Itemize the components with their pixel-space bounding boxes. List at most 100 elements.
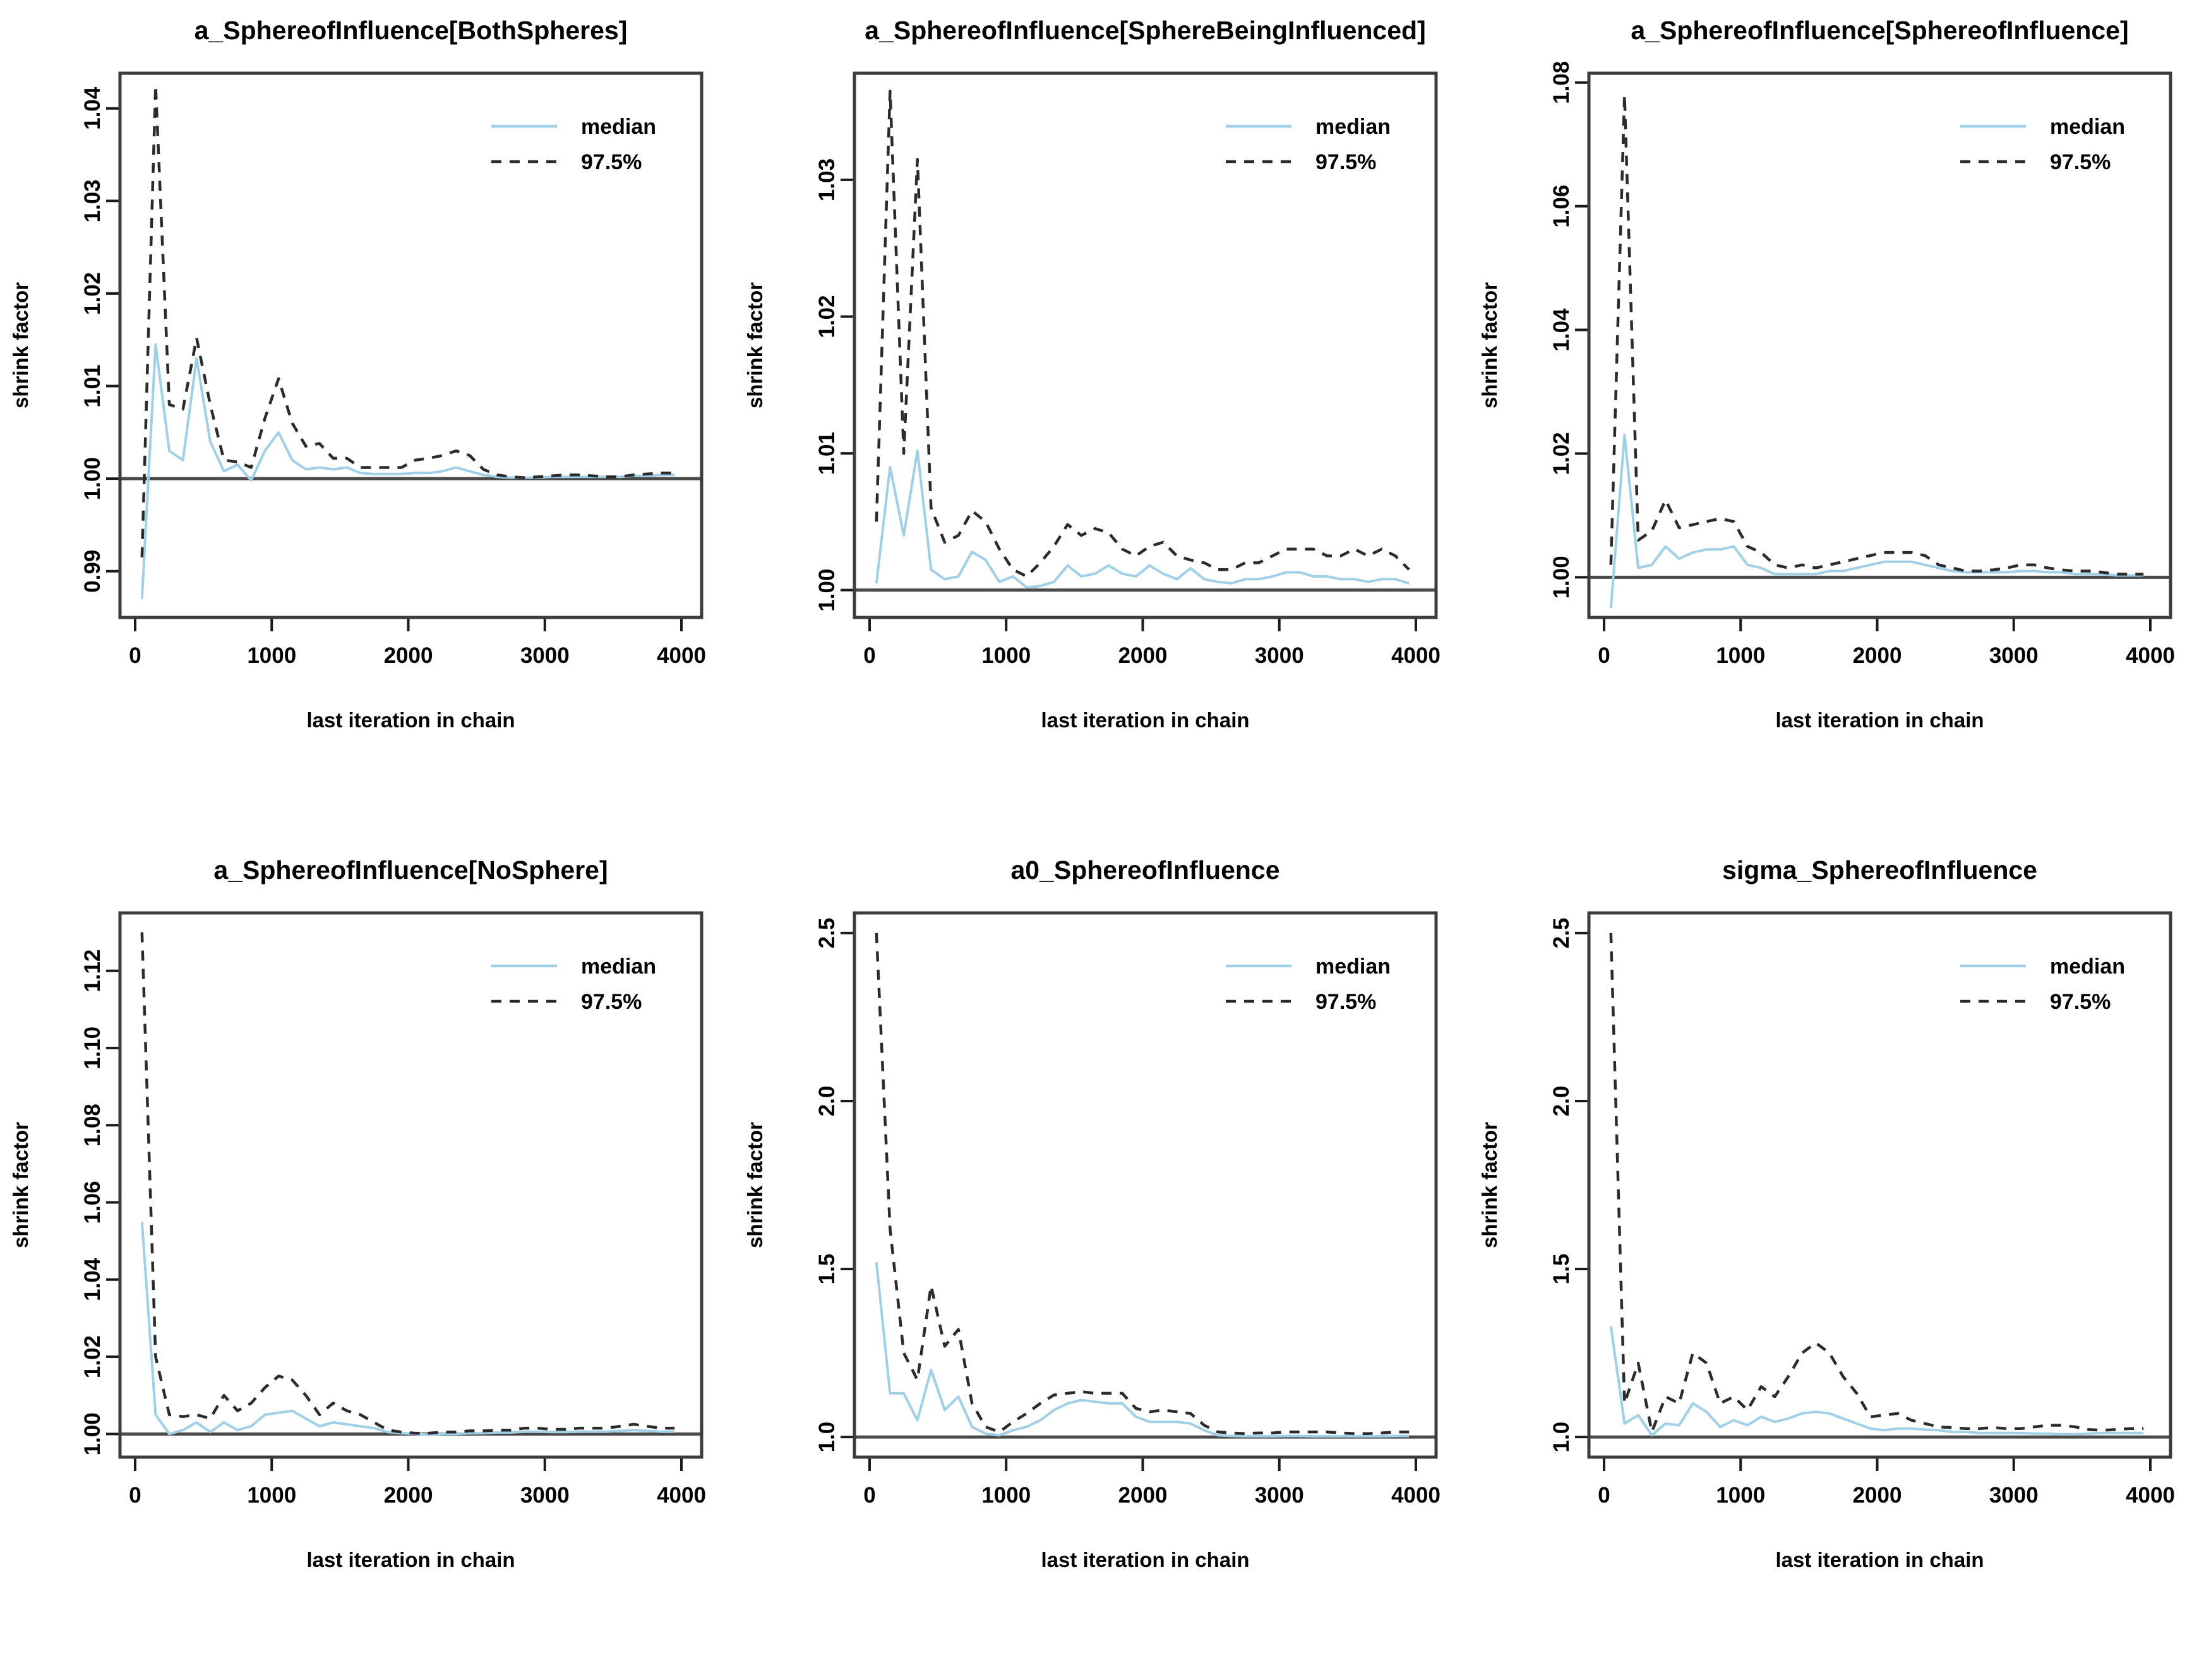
legend-median-label: median xyxy=(1315,955,1391,979)
chart-panel-1: a_SphereofInfluence[SphereBeingInfluence… xyxy=(734,0,1469,840)
panel-title: a_SphereofInfluence[SphereBeingInfluence… xyxy=(865,16,1426,45)
x-axis-label: last iteration in chain xyxy=(306,1548,515,1571)
y-tick-label: 1.10 xyxy=(80,1027,105,1069)
x-tick-label: 4000 xyxy=(1391,643,1440,668)
median-line xyxy=(1609,1326,2144,1437)
y-tick-label: 1.0 xyxy=(1549,1422,1574,1453)
x-tick-label: 4000 xyxy=(2126,643,2175,668)
y-tick-label: 1.0 xyxy=(815,1422,839,1453)
chart-panel-3: a_SphereofInfluence[NoSphere]shrink fact… xyxy=(0,840,734,1679)
x-tick-label: 2000 xyxy=(1118,1483,1168,1508)
x-tick-label: 2000 xyxy=(1853,1483,1902,1508)
y-axis-label: shrink factor xyxy=(743,1122,767,1248)
median-line xyxy=(875,1262,1410,1438)
y-tick-label: 2.5 xyxy=(1549,918,1574,949)
y-tick-label: 1.04 xyxy=(80,86,105,130)
x-tick-label: 3000 xyxy=(520,1483,570,1508)
panel-title: a_SphereofInfluence[SphereofInfluence] xyxy=(1631,16,2128,45)
x-tick-label: 0 xyxy=(1598,1483,1610,1508)
q975-line xyxy=(875,89,1410,578)
x-tick-label: 3000 xyxy=(1989,1483,2039,1508)
legend-median-label: median xyxy=(581,955,656,979)
y-tick-label: 1.04 xyxy=(1549,308,1574,352)
panel-title: sigma_SphereofInfluence xyxy=(1722,855,2037,885)
x-tick-label: 1000 xyxy=(247,1483,296,1508)
y-tick-label: 2.5 xyxy=(815,918,839,949)
x-axis-label: last iteration in chain xyxy=(1041,1548,1249,1571)
x-tick-label: 0 xyxy=(863,1483,875,1508)
legend-median-label: median xyxy=(581,115,656,139)
legend-median-label: median xyxy=(2050,955,2125,979)
panel-title: a_SphereofInfluence[NoSphere] xyxy=(213,855,608,885)
x-tick-label: 2000 xyxy=(1853,643,1902,668)
x-tick-label: 1000 xyxy=(1716,643,1765,668)
legend: median 97.5% xyxy=(1226,115,1391,174)
plot-frame xyxy=(853,911,1438,1459)
panel-title: a_SphereofInfluence[BothSpheres] xyxy=(195,16,628,45)
chart-svg-3: a_SphereofInfluence[NoSphere]shrink fact… xyxy=(9,855,706,1571)
legend: median 97.5% xyxy=(1960,115,2125,174)
x-tick-label: 1000 xyxy=(247,643,296,668)
y-tick-label: 1.02 xyxy=(1549,432,1574,475)
y-axis-label: shrink factor xyxy=(743,282,767,408)
y-tick-label: 1.08 xyxy=(80,1104,105,1147)
chart-svg-2: a_SphereofInfluence[SphereofInfluence]sh… xyxy=(1478,16,2175,732)
x-axis-label: last iteration in chain xyxy=(1041,708,1249,732)
legend: median 97.5% xyxy=(491,955,656,1014)
legend-median-label: median xyxy=(2050,115,2125,139)
plot-frame xyxy=(1587,71,2172,619)
q975-line xyxy=(1609,932,2144,1434)
y-tick-label: 1.02 xyxy=(80,272,105,315)
chart-panel-4: a0_SphereofInfluence shrink factor last it… xyxy=(734,840,1469,1679)
y-tick-label: 2.0 xyxy=(815,1086,839,1117)
y-tick-label: 1.00 xyxy=(815,569,839,612)
y-tick-label: 1.5 xyxy=(1549,1254,1574,1285)
y-tick-label: 1.00 xyxy=(80,1412,105,1455)
q975-line xyxy=(140,83,675,557)
y-tick-label: 1.5 xyxy=(815,1254,839,1285)
x-tick-label: 1000 xyxy=(981,1483,1031,1508)
chart-panel-2: a_SphereofInfluence[SphereofInfluence] sh… xyxy=(1469,0,2203,840)
x-tick-label: 3000 xyxy=(520,643,570,668)
x-tick-label: 2000 xyxy=(384,643,433,668)
x-tick-label: 4000 xyxy=(657,643,706,668)
y-tick-label: 1.03 xyxy=(815,158,839,201)
x-tick-label: 1000 xyxy=(1716,1483,1765,1508)
x-tick-label: 3000 xyxy=(1255,643,1304,668)
x-axis-label: last iteration in chain xyxy=(1775,708,1984,732)
y-tick-label: 1.06 xyxy=(80,1181,105,1224)
y-tick-label: 2.0 xyxy=(1549,1086,1574,1117)
median-line xyxy=(875,449,1410,589)
plot-frame xyxy=(118,71,704,619)
legend-q975-label: 97.5% xyxy=(1315,150,1376,174)
y-axis-label: shrink factor xyxy=(9,282,32,408)
x-tick-label: 0 xyxy=(129,643,141,668)
chart-svg-1: a_SphereofInfluence[SphereBeingInfluence… xyxy=(743,16,1440,732)
y-tick-label: 1.02 xyxy=(80,1335,105,1378)
x-tick-label: 0 xyxy=(129,1483,141,1508)
x-tick-label: 4000 xyxy=(1391,1483,1440,1508)
x-tick-label: 3000 xyxy=(1989,643,2039,668)
x-tick-label: 4000 xyxy=(2126,1483,2175,1508)
y-tick-label: 1.00 xyxy=(1549,556,1574,599)
legend-q975-label: 97.5% xyxy=(581,150,642,174)
y-axis-label: shrink factor xyxy=(9,1122,32,1248)
y-tick-label: 1.02 xyxy=(815,295,839,338)
x-tick-label: 1000 xyxy=(981,643,1031,668)
legend-median-label: median xyxy=(1315,115,1391,139)
chart-panel-0: a_SphereofInfluence[BothSpheres]shrink f… xyxy=(0,0,734,840)
y-axis-label: shrink factor xyxy=(1478,1122,1501,1248)
y-tick-label: 0.99 xyxy=(80,550,105,593)
x-axis-label: last iteration in chain xyxy=(1775,1548,1984,1571)
median-line xyxy=(140,343,675,599)
y-tick-label: 1.01 xyxy=(80,364,105,407)
x-tick-label: 2000 xyxy=(1118,643,1168,668)
x-tick-label: 3000 xyxy=(1255,1483,1304,1508)
q975-line xyxy=(875,932,1410,1436)
x-tick-label: 0 xyxy=(1598,643,1610,668)
legend-q975-label: 97.5% xyxy=(2050,150,2111,174)
